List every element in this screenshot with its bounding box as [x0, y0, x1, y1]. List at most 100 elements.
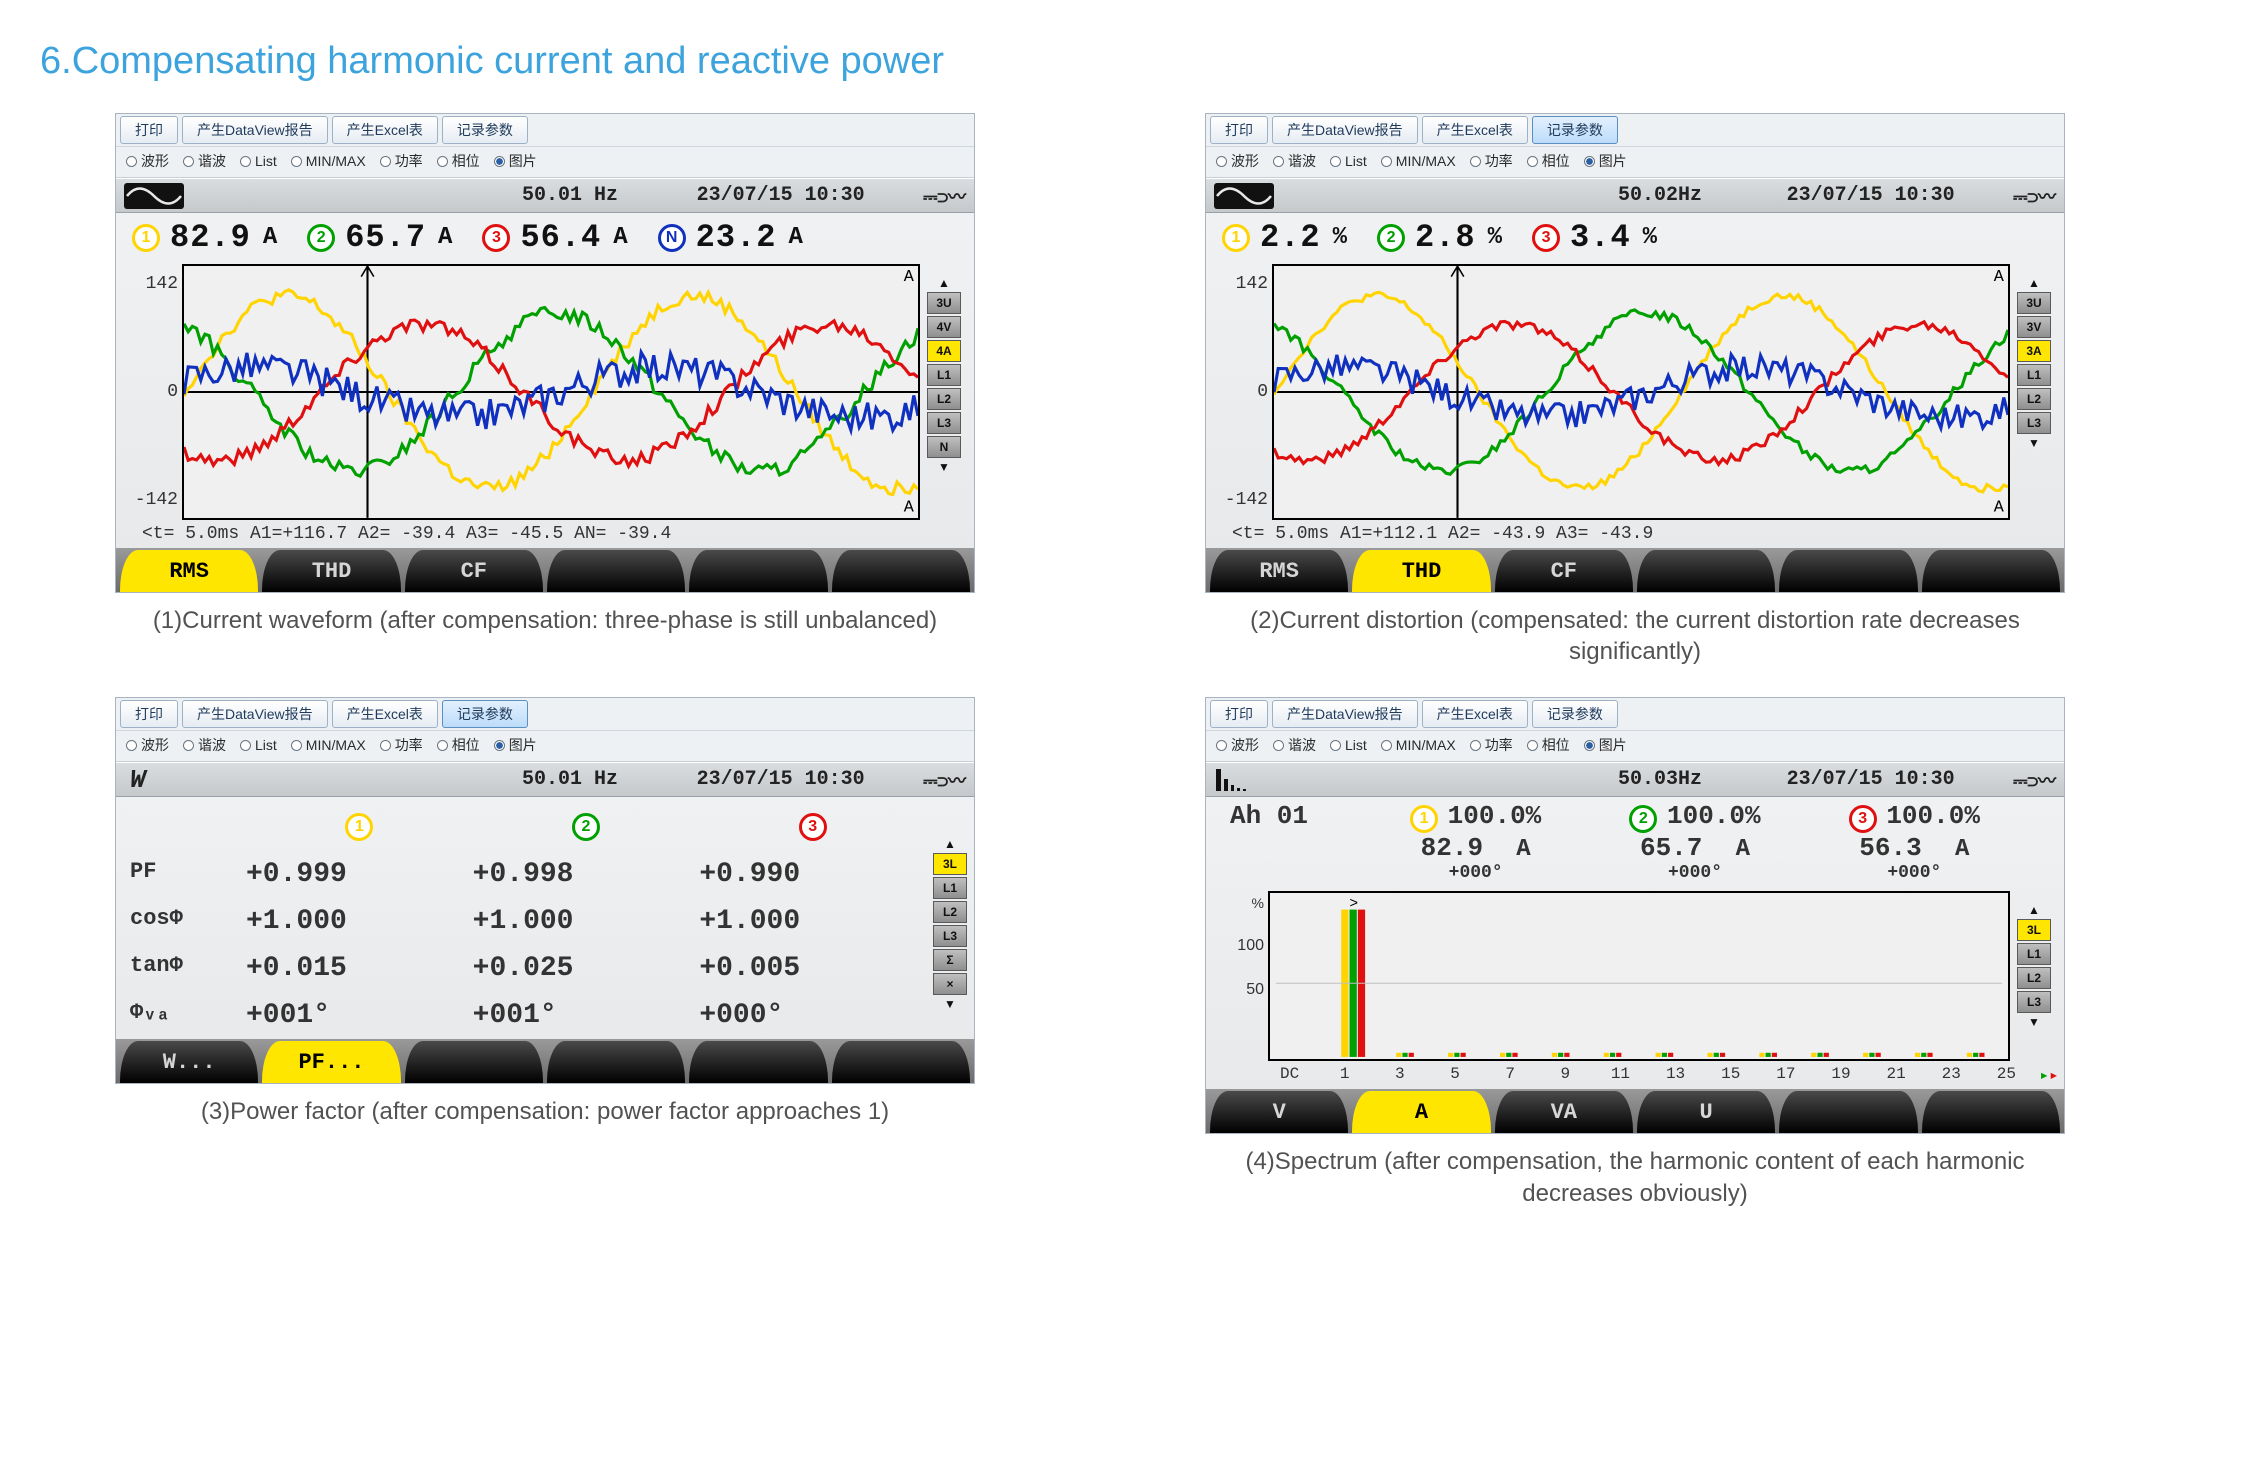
- side-button-l2[interactable]: L2: [2017, 388, 2051, 410]
- dataview-button[interactable]: 产生DataView报告: [182, 116, 328, 144]
- print-button[interactable]: 打印: [120, 116, 178, 144]
- excel-button[interactable]: 产生Excel表: [332, 700, 438, 728]
- radio-list[interactable]: List: [1330, 737, 1367, 753]
- side-button-l3[interactable]: L3: [927, 412, 961, 434]
- excel-button[interactable]: 产生Excel表: [332, 116, 438, 144]
- tab-bars[interactable]: [689, 550, 827, 592]
- excel-button[interactable]: 产生Excel表: [1422, 116, 1528, 144]
- tab-thd[interactable]: THD: [1352, 550, 1490, 592]
- radio-phase[interactable]: 相位: [437, 151, 480, 171]
- radio-power[interactable]: 功率: [380, 735, 423, 755]
- tab-v[interactable]: V: [1210, 1091, 1348, 1133]
- side-button-3v[interactable]: 3V: [2017, 316, 2051, 338]
- tab-harp[interactable]: [1637, 550, 1775, 592]
- radio-phase[interactable]: 相位: [1527, 151, 1570, 171]
- radio-image[interactable]: 图片: [494, 735, 537, 755]
- tab-bars[interactable]: [1779, 550, 1917, 592]
- panel4-plot: >: [1268, 891, 2010, 1061]
- radio-power[interactable]: 功率: [1470, 151, 1513, 171]
- panel1-tabs: RMSTHDCF: [116, 548, 974, 592]
- radio-harmonic[interactable]: 谐波: [1273, 151, 1316, 171]
- panel1-side: ▲3U4V4AL1L2L3N▼: [920, 264, 968, 520]
- side-button-3l[interactable]: 3L: [933, 853, 967, 875]
- radio-minmax[interactable]: MIN/MAX: [1381, 153, 1456, 169]
- phase-N-icon: N: [658, 224, 686, 252]
- side-button-l2[interactable]: L2: [933, 901, 967, 923]
- print-button[interactable]: 打印: [120, 700, 178, 728]
- side-button-l1[interactable]: L1: [927, 364, 961, 386]
- side-button-σ[interactable]: Σ: [933, 949, 967, 971]
- tab-mag[interactable]: [1922, 1091, 2060, 1133]
- radio-waveform[interactable]: 波形: [126, 151, 169, 171]
- tab-rms[interactable]: RMS: [1210, 550, 1348, 592]
- side-button-4a[interactable]: 4A: [927, 340, 961, 362]
- print-button[interactable]: 打印: [1210, 700, 1268, 728]
- print-button[interactable]: 打印: [1210, 116, 1268, 144]
- excel-button[interactable]: 产生Excel表: [1422, 700, 1528, 728]
- radio-waveform[interactable]: 波形: [126, 735, 169, 755]
- side-button-3u[interactable]: 3U: [927, 292, 961, 314]
- side-button-l2[interactable]: L2: [2017, 967, 2051, 989]
- tab-harp[interactable]: [547, 550, 685, 592]
- side-button-l2[interactable]: L2: [927, 388, 961, 410]
- radio-harmonic[interactable]: 谐波: [183, 735, 226, 755]
- radio-power[interactable]: 功率: [380, 151, 423, 171]
- record-button[interactable]: 记录参数: [1532, 700, 1618, 728]
- tab-geom[interactable]: [832, 550, 970, 592]
- radio-image[interactable]: 图片: [494, 151, 537, 171]
- plug-icon: ⎓⊃〰: [1976, 767, 2056, 793]
- panel1: 打印 产生DataView报告 产生Excel表 记录参数 波形 谐波 List…: [115, 113, 975, 593]
- section-title: 6.Compensating harmonic current and reac…: [40, 40, 2205, 83]
- radio-minmax[interactable]: MIN/MAX: [1381, 737, 1456, 753]
- datetime-label: 23/07/15 10:30: [1765, 184, 1976, 207]
- tab-thd[interactable]: THD: [262, 550, 400, 592]
- radio-phase[interactable]: 相位: [1527, 735, 1570, 755]
- radio-power[interactable]: 功率: [1470, 735, 1513, 755]
- side-button-3a[interactable]: 3A: [2017, 340, 2051, 362]
- record-button[interactable]: 记录参数: [442, 116, 528, 144]
- tab-cf[interactable]: CF: [405, 550, 543, 592]
- tab-geom[interactable]: [1922, 550, 2060, 592]
- record-button[interactable]: 记录参数: [1532, 116, 1618, 144]
- side-button-l3[interactable]: L3: [933, 925, 967, 947]
- side-button-4v[interactable]: 4V: [927, 316, 961, 338]
- radio-harmonic[interactable]: 谐波: [183, 151, 226, 171]
- radio-waveform[interactable]: 波形: [1216, 151, 1259, 171]
- radio-list[interactable]: List: [1330, 153, 1367, 169]
- tab-a[interactable]: A: [1352, 1091, 1490, 1133]
- dataview-button[interactable]: 产生DataView报告: [1272, 116, 1418, 144]
- radio-waveform[interactable]: 波形: [1216, 735, 1259, 755]
- panel1-cursor-info: <t= 5.0ms A1=+116.7 A2= -39.4 A3= -45.5 …: [116, 522, 974, 548]
- side-button-l3[interactable]: L3: [2017, 991, 2051, 1013]
- radio-minmax[interactable]: MIN/MAX: [291, 737, 366, 753]
- record-button[interactable]: 记录参数: [442, 700, 528, 728]
- dataview-button[interactable]: 产生DataView报告: [182, 700, 328, 728]
- dataview-button[interactable]: 产生DataView报告: [1272, 700, 1418, 728]
- tab-w[interactable]: W...: [120, 1041, 258, 1083]
- radio-phase[interactable]: 相位: [437, 735, 480, 755]
- radio-list[interactable]: List: [240, 153, 277, 169]
- radio-harmonic[interactable]: 谐波: [1273, 735, 1316, 755]
- side-button-3l[interactable]: 3L: [2017, 919, 2051, 941]
- radio-image[interactable]: 图片: [1584, 151, 1627, 171]
- tab-u[interactable]: U: [1637, 1091, 1775, 1133]
- radio-minmax[interactable]: MIN/MAX: [291, 153, 366, 169]
- side-button-×[interactable]: ×: [933, 973, 967, 995]
- side-button-3u[interactable]: 3U: [2017, 292, 2051, 314]
- tab-pf[interactable]: PF...: [262, 1041, 400, 1083]
- radio-list[interactable]: List: [240, 737, 277, 753]
- side-button-n[interactable]: N: [927, 436, 961, 458]
- side-button-l1[interactable]: L1: [2017, 364, 2051, 386]
- tab-va[interactable]: VA: [1495, 1091, 1633, 1133]
- side-button-l3[interactable]: L3: [2017, 412, 2051, 434]
- tab-cf[interactable]: CF: [1495, 550, 1633, 592]
- svg-text:A: A: [1994, 499, 2005, 518]
- phase-2-icon: 2: [1377, 224, 1405, 252]
- tab-rms[interactable]: RMS: [120, 550, 258, 592]
- waveform-mode-icon: [124, 183, 184, 209]
- side-button-l1[interactable]: L1: [933, 877, 967, 899]
- datetime-label: 23/07/15 10:30: [1765, 768, 1976, 791]
- radio-image[interactable]: 图片: [1584, 735, 1627, 755]
- tab-blank: [832, 1041, 970, 1083]
- side-button-l1[interactable]: L1: [2017, 943, 2051, 965]
